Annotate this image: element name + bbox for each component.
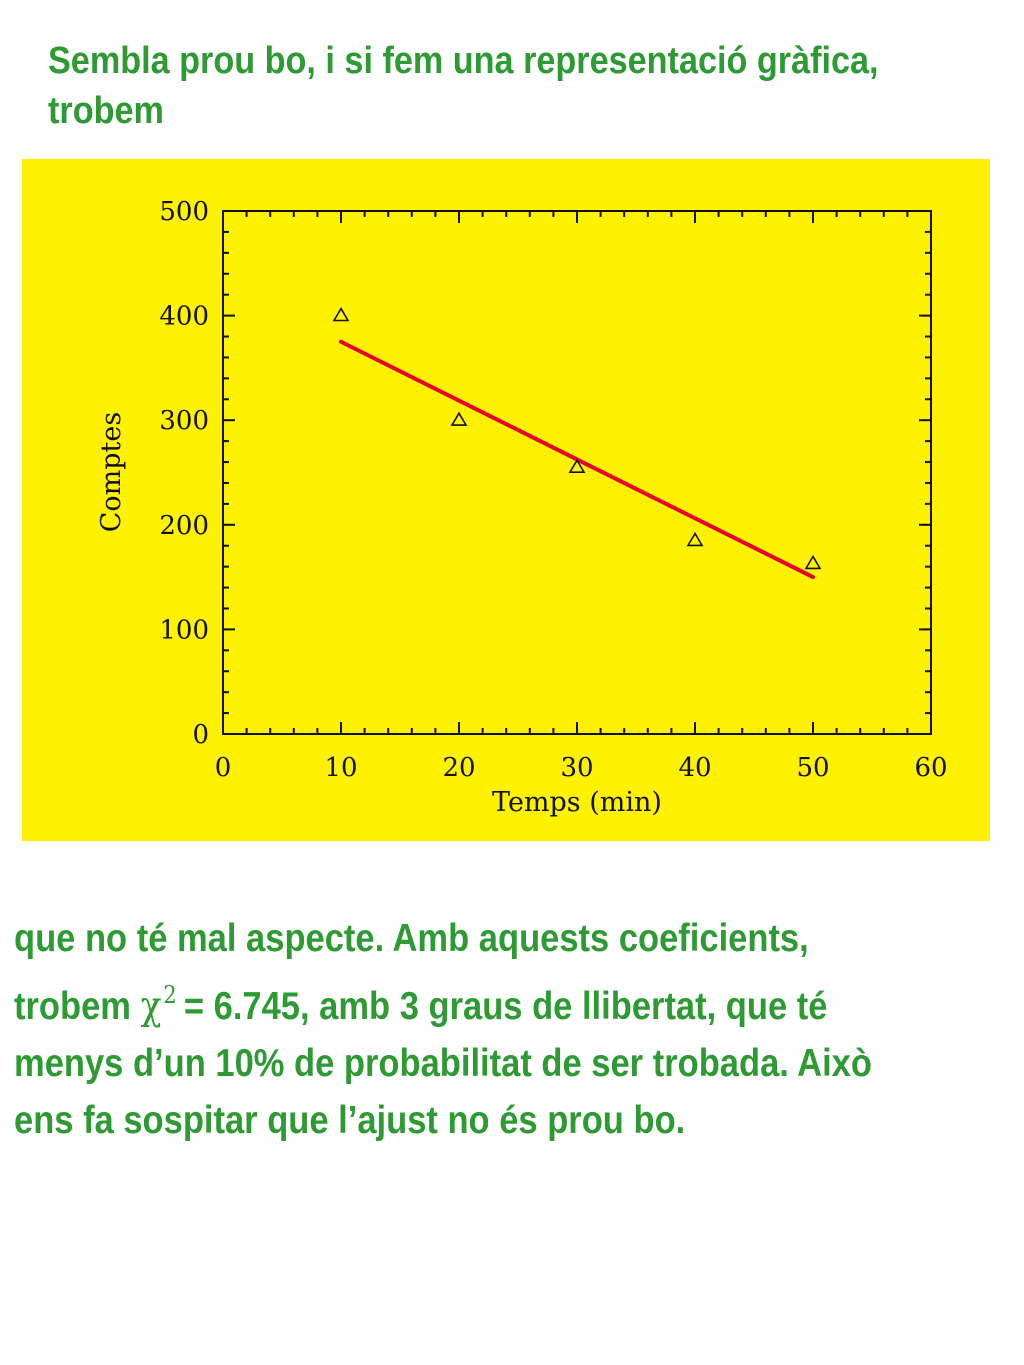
x-tick-label: 30 [560,753,593,783]
y-tick-label: 100 [159,615,209,645]
x-tick-label: 0 [215,753,232,783]
x-ticks [222,211,932,734]
x-tick-label: 20 [442,753,475,783]
y-axis-label: Comptes [96,412,127,533]
slide-heading: Sembla prou bo, i si fem una representac… [48,36,912,136]
x-tick-label: 50 [796,753,829,783]
x-tick-labels: 0 10 20 30 40 50 60 [215,753,948,783]
chart-panel: 0 10 20 30 40 50 60 0 100 200 300 400 500 Temps (mi… [22,159,990,841]
y-tick-label: 0 [192,720,209,750]
explanation-paragraph: que no té mal aspecte. Amb aquests coefi… [14,910,988,1149]
chi-symbol: χ [140,984,162,1029]
paragraph-line-2: trobem χ2 = 6.745, amb 3 graus de llibert… [14,967,988,1035]
y-tick-label: 400 [159,302,209,332]
y-tick-labels: 0 100 200 300 400 500 [159,197,209,750]
chi-power: 2 [163,981,177,1009]
paragraph-line-2-end: = 6.745, amb 3 graus de llibertat, que t… [183,985,828,1028]
heading-line-2: trobem [48,90,164,132]
data-point [804,554,822,570]
x-tick-label: 10 [324,753,357,783]
y-tick-label: 200 [159,511,209,541]
paragraph-line-2-start: trobem [14,985,131,1028]
paragraph-line-3: menys d’un 10% de probabilitat de ser tr… [14,1042,872,1085]
paragraph-line-4: ens fa sospitar que l’ajust no és prou b… [14,1099,686,1142]
paragraph-line-1: que no té mal aspecte. Amb aquests coefi… [14,917,809,960]
data-points [332,307,822,570]
data-point [686,531,704,547]
y-ticks [223,210,931,735]
data-point [332,307,350,322]
x-axis-label: Temps (min) [492,787,662,818]
data-point [450,411,468,426]
x-tick-label: 40 [678,753,711,783]
scatter-chart: 0 10 20 30 40 50 60 0 100 200 300 400 500 Temps (mi… [96,197,948,818]
x-tick-label: 60 [914,753,947,783]
heading-line-1: Sembla prou bo, i si fem una representac… [48,40,879,82]
y-tick-label: 500 [159,197,209,227]
y-tick-label: 300 [159,406,209,436]
data-point [568,458,586,473]
